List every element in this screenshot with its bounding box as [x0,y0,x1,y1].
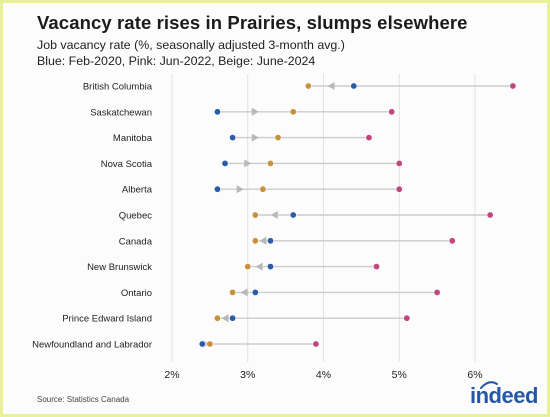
grid-layer [171,74,476,362]
point-jun-2022 [403,314,411,322]
direction-arrow [221,314,229,323]
chart-rows: British Columbia Saskatchewan Manitoba Nova… [32,82,517,351]
point-june-2024 [289,108,297,116]
category-label: Ontario [121,288,152,299]
indeed-logo-arc-icon [480,381,498,389]
point-feb-2020 [251,288,259,296]
point-feb-2020 [213,108,221,116]
point-jun-2022 [395,159,403,167]
chart-row: New Brunswick [87,262,381,273]
chart-row: Newfoundland and Labrador [32,340,320,351]
chart-row: Nova Scotia [101,159,403,170]
source-note: Source: Statistics Canada [37,395,130,404]
point-jun-2022 [486,211,494,219]
point-jun-2022 [433,288,441,296]
point-feb-2020 [350,82,358,90]
chart-row: Canada [119,236,456,247]
chart-row: British Columbia [83,82,517,93]
direction-arrow [251,107,259,116]
point-june-2024 [206,340,214,348]
point-feb-2020 [213,185,221,193]
point-june-2024 [251,211,259,219]
category-label: Alberta [122,185,153,196]
direction-arrow [327,82,335,90]
point-jun-2022 [395,185,403,193]
x-axis-ticks: 2% 3% 4% 5% 6% [164,369,482,381]
category-label: Nova Scotia [101,159,153,170]
point-feb-2020 [221,159,229,167]
x-tick-label: 6% [467,369,482,381]
point-june-2024 [251,237,259,245]
direction-arrow [240,288,248,297]
point-jun-2022 [509,82,517,90]
direction-arrow [255,262,263,271]
chart-row: Manitoba [113,133,373,144]
point-june-2024 [213,314,221,322]
direction-arrow [259,236,267,245]
x-tick-label: 3% [240,369,255,381]
point-jun-2022 [448,237,456,245]
point-feb-2020 [229,314,237,322]
point-feb-2020 [266,237,274,245]
point-jun-2022 [373,263,381,271]
direction-arrow [244,159,252,168]
chart-row: Alberta [122,185,403,196]
point-june-2024 [259,185,267,193]
point-feb-2020 [289,211,297,219]
direction-arrow [251,133,259,142]
category-label: British Columbia [83,82,153,93]
category-label: Canada [119,236,153,247]
category-label: Saskatchewan [90,107,152,118]
category-label: Manitoba [113,133,153,144]
point-june-2024 [304,82,312,90]
chart-row: Ontario [121,288,441,299]
point-june-2024 [274,134,282,142]
category-label: New Brunswick [87,262,152,273]
point-feb-2020 [266,263,274,271]
point-feb-2020 [229,134,237,142]
point-feb-2020 [198,340,206,348]
category-label: Quebec [119,211,153,222]
direction-arrow [270,211,278,219]
chart-row: Saskatchewan [90,107,396,118]
chart-subtitle: Job vacancy rate (%, seasonally adjusted… [37,38,345,52]
point-june-2024 [266,159,274,167]
x-tick-label: 5% [392,369,407,381]
point-june-2024 [229,288,237,296]
chart-row: Quebec [119,211,494,222]
x-tick-label: 4% [316,369,331,381]
point-june-2024 [244,263,252,271]
point-jun-2022 [312,340,320,348]
category-label: Newfoundland and Labrador [32,340,152,351]
chart-title: Vacancy rate rises in Prairies, slumps e… [37,12,468,33]
point-jun-2022 [388,108,396,116]
point-jun-2022 [365,134,373,142]
direction-arrow [236,185,244,194]
category-label: Prince Edward Island [62,314,152,325]
chart-row: Prince Edward Island [62,314,411,325]
x-tick-label: 2% [164,369,179,381]
indeed-logo: indeed [470,383,538,408]
chart-color-key: Blue: Feb-2020, Pink: Jun-2022, Beige: J… [37,54,316,68]
